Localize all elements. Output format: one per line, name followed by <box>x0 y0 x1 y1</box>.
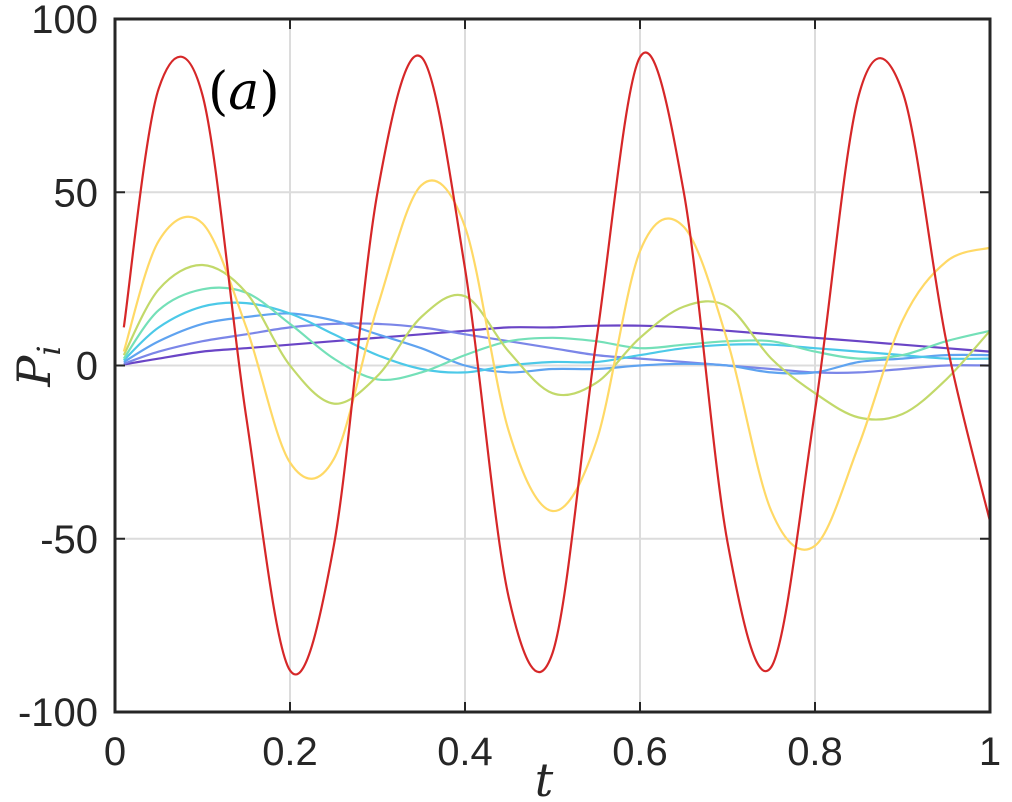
tick-marks <box>114 18 991 713</box>
series-line-7 <box>123 322 991 374</box>
panel-label-letter: a <box>228 62 259 122</box>
x-tick-label: 0.8 <box>787 730 843 774</box>
series-line-6 <box>123 312 991 375</box>
x-axis-label: t <box>535 753 554 802</box>
grid <box>114 18 991 713</box>
panel-label-close-paren: ) <box>259 62 279 122</box>
x-tick-label: 0.2 <box>262 730 318 774</box>
series-line-1 <box>122 51 992 676</box>
panel-label: (a) <box>208 62 280 122</box>
y-tick-label: 50 <box>54 171 99 215</box>
y-axis-label: Pi <box>7 345 68 387</box>
series-line-2 <box>122 179 991 551</box>
series-line-3 <box>122 263 991 421</box>
y-tick-labels: -100 -50 0 50 100 <box>18 0 98 735</box>
series-line-5 <box>123 301 991 374</box>
series-lines <box>122 51 992 676</box>
x-tick-label: 0.4 <box>437 730 493 774</box>
y-axis-label-subscript: i <box>30 345 68 355</box>
x-tick-label: 0 <box>104 730 126 774</box>
y-tick-label: -50 <box>40 518 98 562</box>
y-axis-label-main: P <box>7 355 61 388</box>
y-tick-label: 100 <box>31 0 98 42</box>
series-line-4 <box>122 286 991 382</box>
y-tick-label: -100 <box>18 691 98 735</box>
series-line-8 <box>123 324 991 366</box>
x-tick-label: 0.6 <box>612 730 668 774</box>
x-tick-label: 1 <box>979 730 1001 774</box>
panel-label-open-paren: ( <box>208 62 228 122</box>
x-tick-labels: 0 0.2 0.4 0.6 0.8 1 <box>104 730 1001 774</box>
y-tick-label: 0 <box>76 345 98 389</box>
